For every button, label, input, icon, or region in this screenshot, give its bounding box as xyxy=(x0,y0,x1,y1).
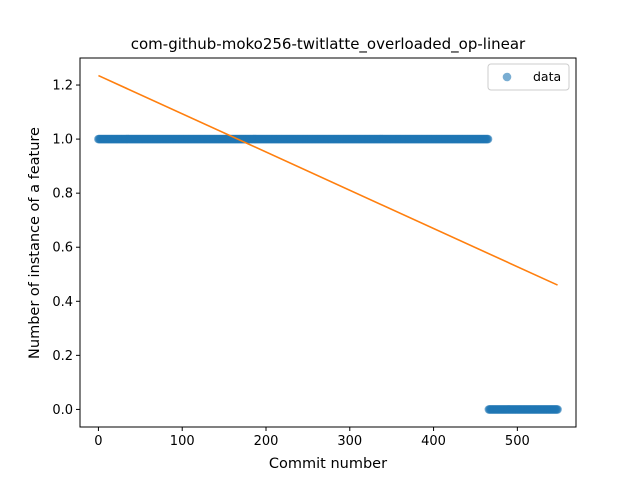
x-tick-label: 200 xyxy=(254,434,279,449)
legend: data xyxy=(487,63,570,91)
y-axis-title: Number of instance of a feature xyxy=(27,127,43,359)
data-point xyxy=(483,134,493,144)
y-tick-label: 1.2 xyxy=(52,79,73,94)
plot-frame xyxy=(79,57,577,428)
legend-box xyxy=(487,63,570,91)
x-tick-label: 100 xyxy=(170,434,195,449)
plot-area xyxy=(94,74,562,414)
y-tick-label: 1.0 xyxy=(52,133,73,148)
y-tick-label: 0.6 xyxy=(52,241,73,256)
y-tick-label: 0.2 xyxy=(52,349,73,364)
y-tick-label: 0.0 xyxy=(52,403,73,418)
x-tick-label: 300 xyxy=(337,434,362,449)
x-tick-label: 0 xyxy=(94,434,102,449)
fit-line xyxy=(98,74,558,286)
chart-title: com-github-moko256-twitlatte_overloaded_… xyxy=(131,35,526,54)
y-tick-label: 0.8 xyxy=(52,187,73,202)
x-tick-label: 400 xyxy=(421,434,446,449)
axes: 0 100 200 300 400 500 0.0 0.2 0.4 0.6 0.8 1.0 1.2 xyxy=(52,57,577,449)
x-axis-title: Commit number xyxy=(269,456,387,472)
data-point xyxy=(553,405,562,414)
legend-label: data xyxy=(533,69,561,84)
legend-marker xyxy=(502,72,512,82)
y-tick-label: 0.4 xyxy=(52,295,73,310)
x-tick-label: 500 xyxy=(505,434,530,449)
